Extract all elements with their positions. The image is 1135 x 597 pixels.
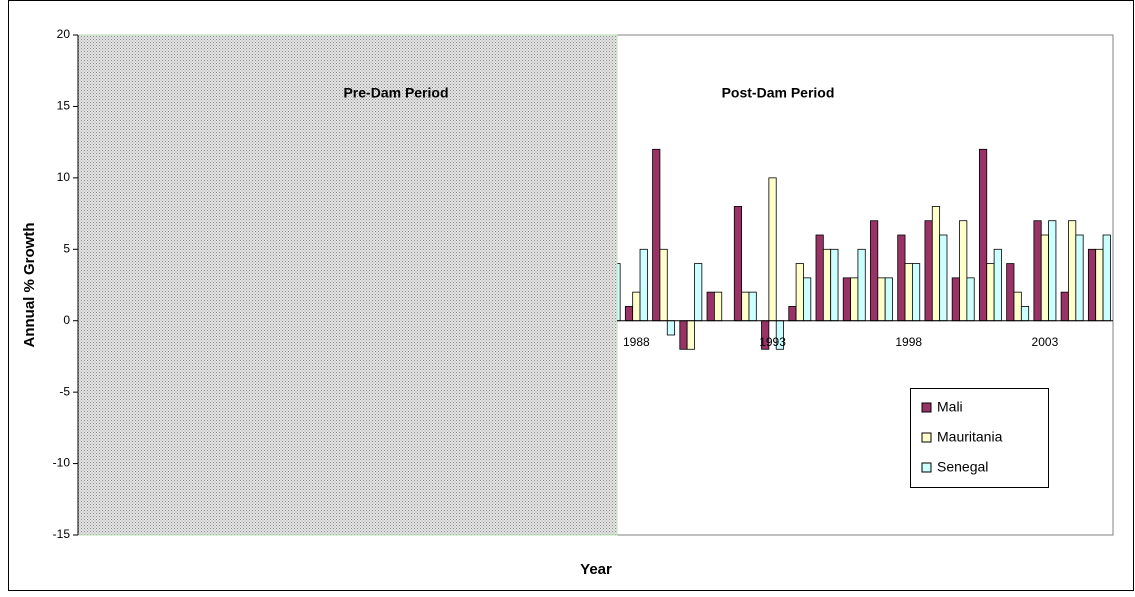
bar	[979, 148, 988, 322]
bar	[1006, 263, 1015, 322]
bar	[830, 248, 839, 322]
y-tick-label: -15	[53, 527, 71, 541]
bar	[904, 263, 913, 322]
bar	[1013, 291, 1022, 322]
bar	[815, 234, 824, 322]
bar	[706, 291, 715, 322]
legend-label: Mali	[937, 399, 963, 415]
bar	[1033, 220, 1042, 322]
bar	[632, 291, 641, 322]
bar	[897, 234, 906, 322]
x-tick-label: 1998	[895, 335, 922, 349]
bar	[1068, 220, 1077, 322]
bar	[788, 306, 797, 322]
bar	[931, 206, 941, 322]
bar	[733, 206, 743, 322]
y-tick-label: 5	[63, 241, 70, 255]
bar	[803, 277, 812, 322]
bar	[1095, 248, 1104, 322]
annotation: Pre-Dam Period	[343, 85, 448, 101]
annotation: Post-Dam Period	[722, 85, 835, 101]
y-tick-label: 0	[63, 313, 70, 327]
bar	[1020, 306, 1030, 322]
bar	[1060, 291, 1069, 322]
bar	[986, 263, 995, 322]
y-tick-label: -10	[53, 456, 71, 470]
bar	[822, 248, 832, 322]
bar	[884, 277, 893, 322]
x-tick-label: 2003	[1032, 335, 1059, 349]
bar	[850, 277, 859, 322]
bar	[694, 263, 703, 322]
y-tick-label: 15	[57, 99, 71, 113]
legend	[910, 388, 1049, 488]
bar	[842, 277, 851, 322]
y-axis-title: Annual % Growth	[21, 223, 38, 348]
bar	[870, 220, 879, 322]
bar	[686, 320, 695, 350]
bar	[1048, 220, 1057, 322]
x-tick-label: 1988	[623, 335, 650, 349]
bar	[951, 277, 960, 322]
legend-swatch	[921, 402, 932, 413]
bar	[939, 234, 948, 322]
legend-swatch	[921, 432, 932, 443]
legend-swatch	[921, 462, 932, 473]
bar	[741, 291, 750, 322]
bar	[795, 263, 804, 322]
bar	[959, 220, 968, 322]
legend-label: Senegal	[937, 459, 988, 475]
bar	[912, 263, 921, 322]
bar	[748, 291, 757, 322]
x-axis-title: Year	[580, 561, 612, 578]
bar	[713, 291, 723, 322]
y-tick-label: 10	[57, 170, 71, 184]
bar	[624, 306, 634, 322]
y-tick-label: 20	[57, 27, 71, 41]
bar	[1040, 234, 1049, 322]
y-tick-label: -5	[59, 384, 70, 398]
legend-label: Mauritania	[937, 429, 1003, 445]
bar	[639, 248, 648, 322]
x-tick-label: 1993	[759, 335, 786, 349]
bar	[652, 148, 661, 322]
bar	[1102, 234, 1111, 322]
bar	[659, 248, 668, 322]
bar	[1075, 234, 1084, 322]
bar	[666, 320, 676, 336]
bar	[857, 248, 866, 322]
pre-dam-shade	[77, 34, 618, 536]
bar	[877, 277, 886, 322]
bar	[993, 248, 1002, 322]
bar	[924, 220, 933, 322]
bar	[966, 277, 975, 322]
bar	[1087, 248, 1097, 322]
bar	[679, 320, 688, 350]
bar	[768, 177, 777, 322]
